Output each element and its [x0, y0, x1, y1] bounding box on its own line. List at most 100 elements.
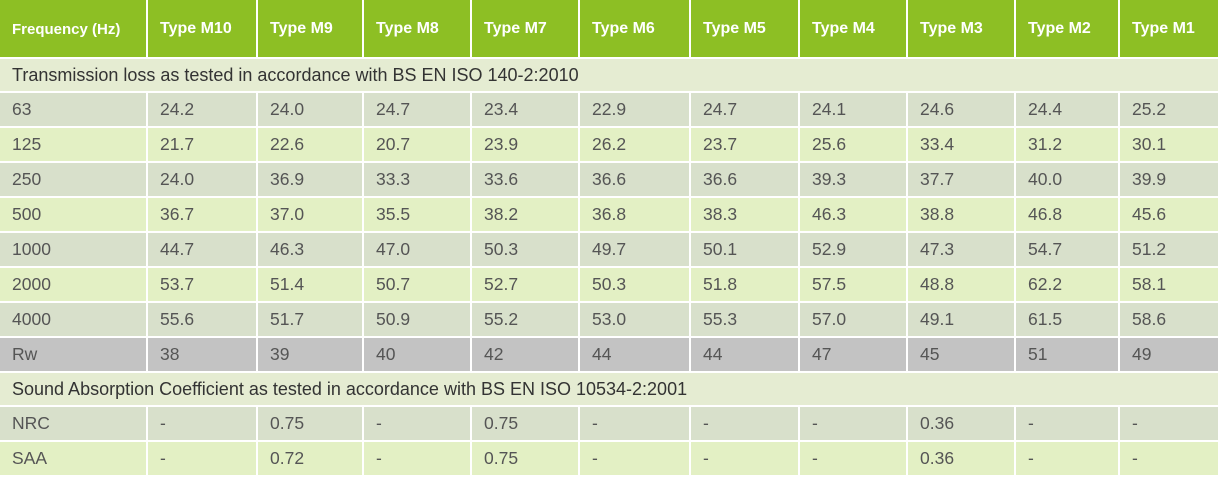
table-cell: 38	[147, 337, 258, 373]
table-cell: 51.7	[257, 302, 364, 338]
table-cell: 37.0	[257, 197, 364, 233]
table-cell: 23.9	[471, 127, 580, 163]
table-cell: 0.75	[471, 441, 580, 477]
table-cell: 49.1	[907, 302, 1016, 338]
table-cell: 50.3	[471, 232, 580, 268]
table-cell: 49.7	[579, 232, 691, 268]
table-cell: -	[1015, 441, 1120, 477]
table-cell: 36.6	[690, 162, 800, 198]
table-cell: 55.6	[147, 302, 258, 338]
table-cell: -	[1119, 441, 1218, 477]
table-cell: 47	[799, 337, 908, 373]
table-cell: 51.2	[1119, 232, 1218, 268]
table-row: 4000 55.6 51.7 50.9 55.2 53.0 55.3 57.0 49.1 61.5…	[0, 302, 1218, 338]
table-cell: 39.9	[1119, 162, 1218, 198]
table-cell: 58.6	[1119, 302, 1218, 338]
table-cell: -	[1015, 406, 1120, 442]
table-cell: 44.7	[147, 232, 258, 268]
table-cell: 30.1	[1119, 127, 1218, 163]
table-cell: 0.36	[907, 406, 1016, 442]
table-row: SAA -0.72-0.75- - -0.36- -	[0, 441, 1218, 477]
table-cell: 39	[257, 337, 364, 373]
table-cell: 36.9	[257, 162, 364, 198]
row-label: 63	[0, 92, 148, 128]
table-cell: 33.4	[907, 127, 1016, 163]
table-cell: 55.3	[690, 302, 800, 338]
header-type-m7: Type M7	[471, 0, 580, 59]
header-type-m9: Type M9	[257, 0, 364, 59]
table-cell: 0.36	[907, 441, 1016, 477]
table-cell: 57.5	[799, 267, 908, 303]
row-label: SAA	[0, 441, 148, 477]
table-cell: -	[799, 406, 908, 442]
table-cell: 0.72	[257, 441, 364, 477]
table-cell: 22.9	[579, 92, 691, 128]
table-cell: 53.0	[579, 302, 691, 338]
table-cell: 52.9	[799, 232, 908, 268]
table-cell: 26.2	[579, 127, 691, 163]
table-cell: 22.6	[257, 127, 364, 163]
table-body: Transmission loss as tested in accordanc…	[0, 58, 1218, 477]
table-cell: 31.2	[1015, 127, 1120, 163]
table-row: 2000 53.7 51.4 50.7 52.7 50.3 51.8 57.5 48.8 62.2…	[0, 267, 1218, 303]
table-cell: 37.7	[907, 162, 1016, 198]
table-cell: 44	[690, 337, 800, 373]
table-cell: 49	[1119, 337, 1218, 373]
table-cell: 40	[363, 337, 472, 373]
table-cell: 24.6	[907, 92, 1016, 128]
header-type-m2: Type M2	[1015, 0, 1120, 59]
table-cell: 62.2	[1015, 267, 1120, 303]
table-cell: 33.6	[471, 162, 580, 198]
section-title-row: Sound Absorption Coefficient as tested i…	[0, 372, 1218, 407]
table-row: 125 21.7 22.6 20.7 23.9 26.2 23.7 25.6 33.4 31.2 3…	[0, 127, 1218, 163]
header-type-m3: Type M3	[907, 0, 1016, 59]
table-cell: 50.3	[579, 267, 691, 303]
header-type-m10: Type M10	[147, 0, 258, 59]
table-cell: 40.0	[1015, 162, 1120, 198]
header-type-m4: Type M4	[799, 0, 908, 59]
table-cell: 55.2	[471, 302, 580, 338]
row-label: NRC	[0, 406, 148, 442]
table-cell: -	[690, 441, 800, 477]
table-cell: -	[363, 441, 472, 477]
section-title: Transmission loss as tested in accordanc…	[0, 58, 1218, 93]
table-cell: 38.2	[471, 197, 580, 233]
row-label: 250	[0, 162, 148, 198]
header-type-m1: Type M1	[1119, 0, 1218, 59]
table-cell: 24.4	[1015, 92, 1120, 128]
table-cell: -	[147, 406, 258, 442]
header-row: Frequency (Hz) Type M10 Type M9 Type M8 …	[0, 0, 1218, 59]
table-cell: -	[579, 441, 691, 477]
table-cell: 48.8	[907, 267, 1016, 303]
table-cell: 20.7	[363, 127, 472, 163]
table-cell: 50.7	[363, 267, 472, 303]
table-cell: 23.7	[690, 127, 800, 163]
table-cell: 24.2	[147, 92, 258, 128]
table-cell: 51.4	[257, 267, 364, 303]
table-cell: 54.7	[1015, 232, 1120, 268]
table-cell: 57.0	[799, 302, 908, 338]
table-cell: 21.7	[147, 127, 258, 163]
table-cell: 24.7	[690, 92, 800, 128]
header-type-m6: Type M6	[579, 0, 691, 59]
table-cell: 35.5	[363, 197, 472, 233]
row-label: 500	[0, 197, 148, 233]
row-label: 2000	[0, 267, 148, 303]
table-cell: 38.8	[907, 197, 1016, 233]
table-cell: 51	[1015, 337, 1120, 373]
table-cell: -	[1119, 406, 1218, 442]
table-cell: 58.1	[1119, 267, 1218, 303]
row-label: 125	[0, 127, 148, 163]
table-cell: 46.8	[1015, 197, 1120, 233]
table-row: 63 24.2 24.0 24.7 23.4 22.9 24.7 24.1 24.6 24.4 25…	[0, 92, 1218, 128]
table-cell: 51.8	[690, 267, 800, 303]
table-cell: 46.3	[799, 197, 908, 233]
table-cell: 0.75	[471, 406, 580, 442]
table-row: NRC -0.75-0.75- - -0.36- -	[0, 406, 1218, 442]
table-row: 500 36.7 37.0 35.5 38.2 36.8 38.3 46.3 38.8 46.8 4…	[0, 197, 1218, 233]
rw-row: Rw 38 39 40 42 44 44 47 45 51 49	[0, 337, 1218, 373]
table-row: 250 24.0 36.9 33.3 33.6 36.6 36.6 39.3 37.7 40.0 3…	[0, 162, 1218, 198]
table-cell: 52.7	[471, 267, 580, 303]
table-row: 1000 44.7 46.3 47.0 50.3 49.7 50.1 52.9 47.3 54.7…	[0, 232, 1218, 268]
